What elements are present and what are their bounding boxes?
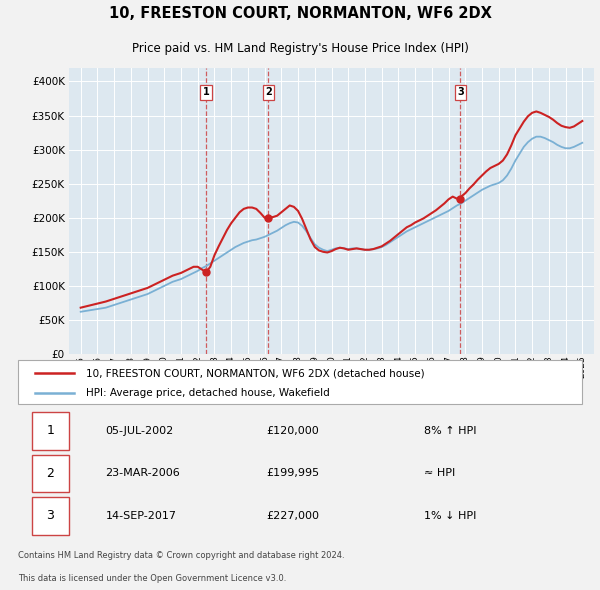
Text: £227,000: £227,000: [266, 511, 319, 521]
Text: 05-JUL-2002: 05-JUL-2002: [106, 426, 173, 436]
Text: 2: 2: [46, 467, 55, 480]
FancyBboxPatch shape: [18, 360, 582, 404]
Text: 1% ↓ HPI: 1% ↓ HPI: [424, 511, 476, 521]
FancyBboxPatch shape: [32, 455, 69, 492]
Text: 1: 1: [203, 87, 209, 97]
Text: Contains HM Land Registry data © Crown copyright and database right 2024.: Contains HM Land Registry data © Crown c…: [18, 550, 344, 560]
Text: 2: 2: [265, 87, 272, 97]
FancyBboxPatch shape: [32, 497, 69, 535]
Text: 10, FREESTON COURT, NORMANTON, WF6 2DX: 10, FREESTON COURT, NORMANTON, WF6 2DX: [109, 6, 491, 21]
Text: 1: 1: [46, 424, 55, 438]
FancyBboxPatch shape: [32, 412, 69, 450]
Text: 14-SEP-2017: 14-SEP-2017: [106, 511, 176, 521]
Text: ≈ HPI: ≈ HPI: [424, 468, 455, 478]
Text: 8% ↑ HPI: 8% ↑ HPI: [424, 426, 476, 436]
Text: £199,995: £199,995: [266, 468, 319, 478]
Text: 23-MAR-2006: 23-MAR-2006: [106, 468, 180, 478]
Text: £120,000: £120,000: [266, 426, 319, 436]
Text: 10, FREESTON COURT, NORMANTON, WF6 2DX (detached house): 10, FREESTON COURT, NORMANTON, WF6 2DX (…: [86, 368, 424, 378]
Text: 3: 3: [46, 509, 55, 523]
Text: 3: 3: [457, 87, 464, 97]
Text: HPI: Average price, detached house, Wakefield: HPI: Average price, detached house, Wake…: [86, 388, 329, 398]
Text: This data is licensed under the Open Government Licence v3.0.: This data is licensed under the Open Gov…: [18, 573, 286, 583]
Text: Price paid vs. HM Land Registry's House Price Index (HPI): Price paid vs. HM Land Registry's House …: [131, 42, 469, 55]
